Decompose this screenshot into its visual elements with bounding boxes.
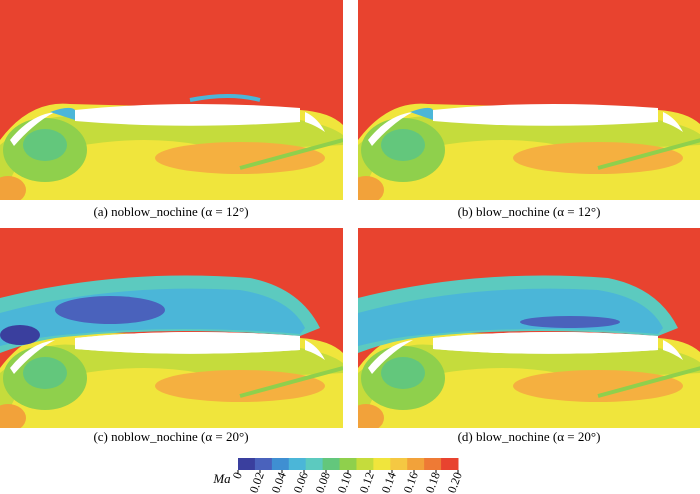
colorbar-label: Ma bbox=[212, 471, 231, 486]
tick-label: 0.06 bbox=[290, 470, 310, 494]
panel-a bbox=[0, 0, 343, 204]
tick-label: 0 bbox=[230, 470, 245, 480]
tick-label: 0.02 bbox=[246, 470, 266, 494]
tick-label: 0.08 bbox=[312, 470, 332, 494]
colorbar: 0 0.02 0.04 0.06 0.08 0.10 0.12 0.14 0.16 0.18 0.2… bbox=[230, 458, 465, 494]
tick-label: 0.18 bbox=[422, 470, 442, 494]
color-band bbox=[390, 458, 408, 470]
color-band bbox=[424, 458, 442, 470]
tick-label: 0.14 bbox=[378, 470, 398, 494]
panel-c bbox=[0, 228, 343, 432]
tick-label: 0.10 bbox=[334, 470, 354, 494]
caption: (d) blow_nochine (α = 20°) bbox=[458, 429, 601, 444]
caption: (b) blow_nochine (α = 12°) bbox=[458, 204, 601, 219]
color-band bbox=[441, 458, 459, 470]
caption: (c) noblow_nochine (α = 20°) bbox=[93, 429, 248, 444]
tick-label: 0.12 bbox=[356, 470, 376, 494]
color-band bbox=[407, 458, 425, 470]
tick-label: 0.04 bbox=[268, 470, 288, 494]
color-band bbox=[271, 458, 290, 470]
color-band bbox=[322, 458, 341, 470]
panel-d bbox=[348, 228, 700, 432]
color-band bbox=[238, 458, 256, 470]
color-band bbox=[305, 458, 324, 470]
color-band bbox=[373, 458, 391, 470]
tick-label: 0.20 bbox=[444, 470, 464, 494]
color-band bbox=[254, 458, 273, 470]
color-band bbox=[356, 458, 374, 470]
panel-b bbox=[348, 0, 700, 204]
color-band bbox=[288, 458, 307, 470]
caption: (a) noblow_nochine (α = 12°) bbox=[93, 204, 248, 219]
color-band bbox=[339, 458, 357, 470]
tick-label: 0.16 bbox=[400, 470, 420, 494]
